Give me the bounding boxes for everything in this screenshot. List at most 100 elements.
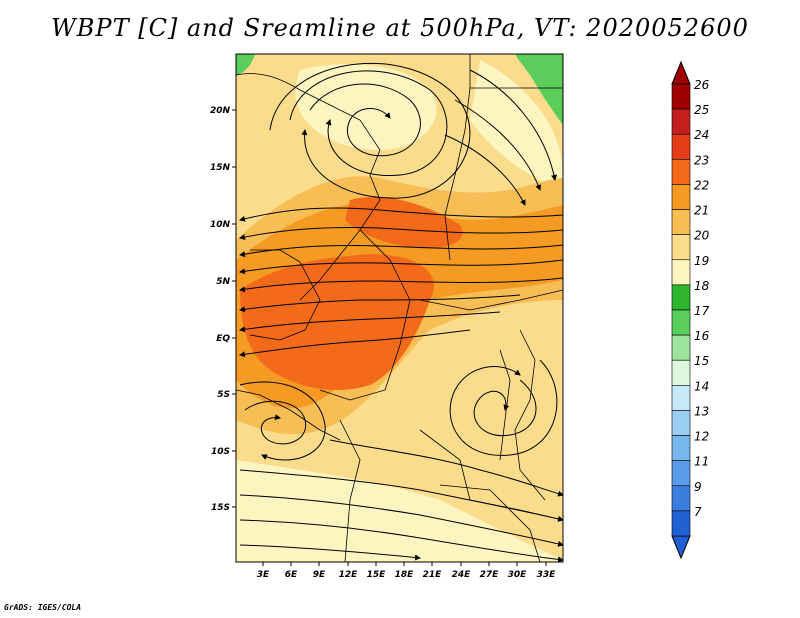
lat-label-eq: EQ [216,334,230,344]
colorbar-label: 22 [694,178,709,192]
colorbar-swatch [671,259,691,286]
country-boundaries [236,54,563,562]
temperature-field-17c-northwest [236,54,255,76]
streamline [239,329,471,358]
colorbar-swatch [671,309,691,336]
streamline [449,359,558,456]
temperature-field-19c-north [295,64,437,150]
boundary-line [419,289,563,311]
colorbar-top-arrow [671,60,691,85]
colorbar-label: 23 [694,153,709,167]
colorbar-label: 21 [694,204,709,218]
lat-label-10s: 10S [211,447,230,457]
colorbar-swatch [671,359,691,386]
lon-label-15e: 15E [367,570,387,580]
lon-label-12e: 12E [339,570,359,580]
lon-label-24e: 24E [452,570,472,580]
boundary-line [444,87,471,261]
colorbar-label: 11 [694,455,709,469]
map-frame [235,53,564,563]
colorbar-label: 14 [694,379,709,393]
streamline [269,62,471,199]
lat-label-5n: 5N [216,277,230,287]
streamline [473,379,537,437]
boundary-line [514,329,546,501]
colorbar-swatch [671,133,691,160]
lon-label-33e: 33E [537,570,557,580]
colorbar-label: 26 [694,78,710,92]
colorbar: 26 25 24 23 22 21 20 19 18 17 16 15 14 13 12 11 9 7 [671,60,710,560]
streamline [444,134,526,206]
lat-label-15n: 15N [210,163,231,173]
colorbar-swatch [671,334,691,361]
lon-label-27e: 27E [480,570,500,580]
colorbar-label: 18 [694,279,710,293]
colorbar-bottom-arrow [671,535,691,560]
colorbar-swatch [671,284,691,311]
streamline [469,69,557,181]
temperature-field-19c-south [236,460,563,562]
colorbar-label: 19 [694,254,709,268]
colorbar-swatch [671,159,691,185]
streamline [454,99,542,191]
boundary-line [236,73,381,301]
boundary-line [439,484,541,562]
colorbar-swatch [671,510,691,537]
colorbar-swatch [671,460,691,487]
colorbar-label: 15 [694,354,709,368]
lon-label-6e: 6E [285,570,298,580]
streamline [289,70,448,177]
colorbar-label: 7 [694,505,702,519]
boundary-line [419,429,563,521]
lat-label-5s: 5S [217,390,230,400]
colorbar-label: 25 [694,103,709,117]
streamline [239,381,326,461]
temperature-field-23c-core [240,254,434,390]
lon-label-21e: 21E [423,570,443,580]
streamline [239,277,563,293]
colorbar-label: 12 [694,430,709,444]
temperature-field-17c-northeast [515,54,563,125]
streamline [329,439,563,497]
streamline [239,494,563,547]
colorbar-swatch [671,435,691,461]
boundary-line [339,419,361,562]
streamline [239,259,563,275]
streamline [239,519,563,562]
colorbar-label: 20 [694,229,710,243]
streamline [239,244,563,258]
boundary-line [236,389,341,441]
streamline [239,207,563,222]
streamline [239,311,501,333]
lon-label-3e: 3E [257,570,270,580]
streamline [309,83,421,157]
colorbar-swatch [671,184,691,210]
colorbar-label: 17 [694,304,710,318]
colorbar-label: 24 [694,128,709,142]
streamline [239,544,421,561]
latitude-axis: 20N 15N 10N 5N EQ 5S 10S 15S [210,106,236,513]
temperature-field-19c-northeast [470,60,563,190]
lon-label-30e: 30E [508,570,528,580]
lat-label-20n: 20N [210,106,231,116]
colorbar-label: 13 [694,404,709,418]
streamline [239,469,563,522]
streamline [239,294,521,313]
colorbar-swatch [671,385,691,411]
lon-label-9e: 9E [313,570,326,580]
longitude-axis: 3E 6E 9E 12E 15E 18E 21E 24E 27E 30E 33E [257,562,556,580]
boundary-line [249,249,321,341]
colorbar-label: 16 [694,329,710,343]
boundary-line [499,349,511,461]
colorbar-swatch [671,485,691,512]
colorbar-label: 9 [694,480,702,494]
lat-label-10n: 10N [210,220,231,230]
colorbar-swatch [671,108,691,135]
streamline [239,226,563,240]
credit-label: GrADS: IGES/COLA [4,603,82,612]
lat-label-15s: 15S [211,503,230,513]
streamline [244,400,307,445]
colorbar-swatch [671,209,691,235]
map-plot-area [236,54,563,562]
